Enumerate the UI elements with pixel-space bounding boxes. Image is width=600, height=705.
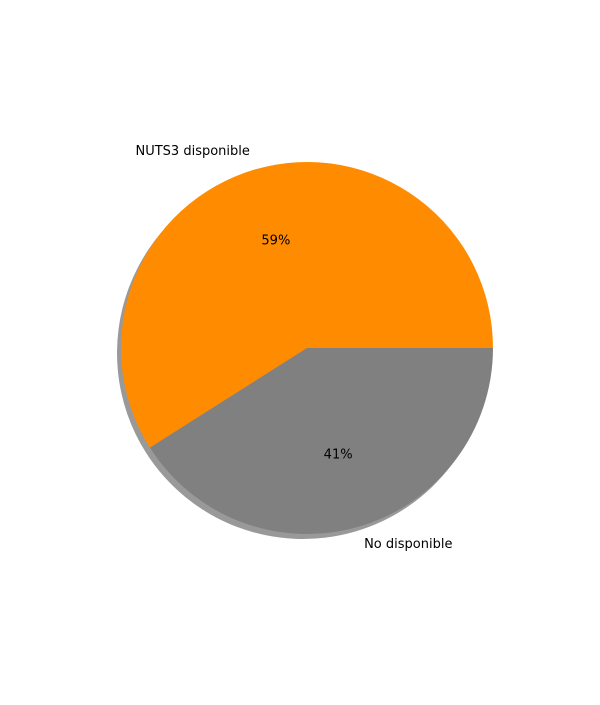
slice-label: No disponible (364, 537, 452, 552)
slice-label: NUTS3 disponible (136, 144, 250, 159)
pie-slice (121, 162, 493, 448)
slice-percent-label: 59% (261, 233, 290, 248)
slice-percent-label: 41% (324, 448, 353, 463)
pie-slice (149, 348, 493, 535)
pie-labels: NUTS3 disponible 59% No disponible 41% (136, 144, 453, 552)
pie-slices (121, 162, 493, 535)
